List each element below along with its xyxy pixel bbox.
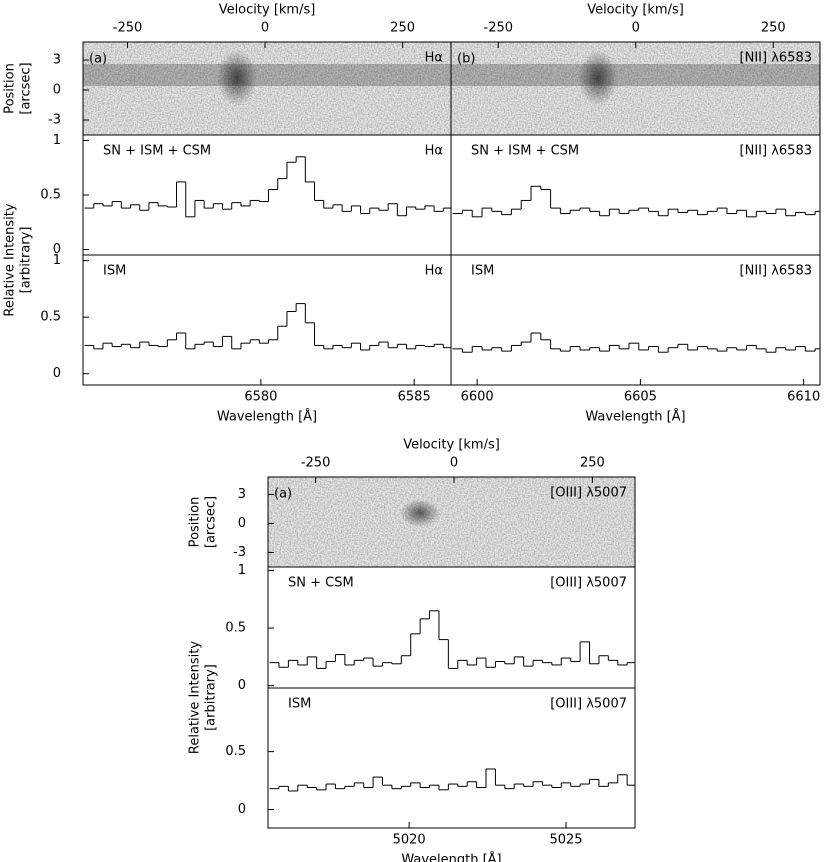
x-tick-label: 6580 xyxy=(244,390,277,405)
y-tick-label: 1 xyxy=(53,253,61,268)
continuum-band xyxy=(83,64,451,86)
panel-frame xyxy=(450,254,821,386)
y-tick-label: 0 xyxy=(53,366,61,381)
y-tick-label: 0 xyxy=(238,516,246,531)
y-axis-label: Position xyxy=(3,63,18,114)
line-label: [NII] λ6583 xyxy=(740,264,812,279)
line-label: [OIII] λ5007 xyxy=(550,576,627,591)
line-label: Hα xyxy=(425,144,443,159)
line-label: Hα xyxy=(425,51,443,66)
x-tick-label: 5025 xyxy=(549,833,582,848)
panel-label: (a) xyxy=(89,52,107,67)
y-axis-label: [arcsec] xyxy=(204,496,219,548)
region-label: SN + ISM + CSM xyxy=(471,144,579,159)
x2-tick-label: 250 xyxy=(580,456,605,471)
region-label: ISM xyxy=(288,697,311,712)
x2-tick-label: 250 xyxy=(761,21,786,36)
x2-tick-label: 0 xyxy=(261,21,269,36)
line-label: Hα xyxy=(425,264,443,279)
y-axis-label: [arbitrary] xyxy=(204,664,219,731)
y-tick-label: 0 xyxy=(53,242,61,257)
line-label: [NII] λ6583 xyxy=(740,51,812,66)
x2-tick-label: -250 xyxy=(301,456,331,471)
x2-tick-label: 0 xyxy=(450,456,458,471)
spectrum-image xyxy=(268,477,635,567)
y-tick-label: -3 xyxy=(233,545,246,560)
x2-axis-label: Velocity [km/s] xyxy=(403,438,500,453)
region-label: SN + ISM + CSM xyxy=(103,144,211,159)
x-tick-label: 6605 xyxy=(624,390,657,405)
y-tick-label: 0.5 xyxy=(225,621,246,636)
x2-tick-label: -250 xyxy=(113,21,143,36)
x-tick-label: 6585 xyxy=(398,390,431,405)
continuum-band xyxy=(451,64,820,86)
panel-label: (a) xyxy=(274,487,292,502)
y-tick-label: 1 xyxy=(53,133,61,148)
emission-blob xyxy=(400,499,440,527)
x2-tick-label: 0 xyxy=(632,21,640,36)
y-tick-label: 3 xyxy=(238,487,246,502)
x-tick-label: 6600 xyxy=(461,390,494,405)
panel-label: (b) xyxy=(457,52,475,67)
y-axis-label: Relative Intensity xyxy=(188,641,203,754)
y-tick-label: 3 xyxy=(53,53,61,68)
x2-axis-label: Velocity [km/s] xyxy=(587,3,684,18)
region-label: ISM xyxy=(471,264,494,279)
line-label: [NII] λ6583 xyxy=(740,144,812,159)
spectrum-image xyxy=(83,42,451,135)
y-tick-label: 0.5 xyxy=(40,188,61,203)
line-label: [OIII] λ5007 xyxy=(550,486,627,501)
x2-tick-label: 250 xyxy=(390,21,415,36)
y-tick-label: 1 xyxy=(238,563,246,578)
y-axis-label: [arbitrary] xyxy=(19,227,34,294)
emission-blob xyxy=(217,50,257,106)
x-axis-label: Wavelength [Å] xyxy=(585,409,685,425)
x-tick-label: 6610 xyxy=(787,390,820,405)
x2-tick-label: -250 xyxy=(484,21,514,36)
y-tick-label: 0.5 xyxy=(225,744,246,759)
emission-blob xyxy=(578,50,618,106)
region-label: SN + CSM xyxy=(288,576,354,591)
y-axis-label: Relative Intensity xyxy=(3,203,18,316)
line-label: [OIII] λ5007 xyxy=(550,697,627,712)
spectrum-image xyxy=(451,42,820,135)
y-tick-label: -3 xyxy=(48,113,61,128)
region-label: ISM xyxy=(103,264,126,279)
panel-frame xyxy=(82,254,452,386)
x-tick-label: 5020 xyxy=(393,833,426,848)
y-tick-label: 0 xyxy=(238,802,246,817)
y-tick-label: 0 xyxy=(238,678,246,693)
y-tick-label: 0 xyxy=(53,83,61,98)
x-axis-label: Wavelength [Å] xyxy=(217,409,317,425)
panel-frame xyxy=(267,687,636,829)
x-axis-label: Wavelength [Å] xyxy=(401,852,501,862)
y-axis-label: [arcsec] xyxy=(19,62,34,114)
x2-axis-label: Velocity [km/s] xyxy=(219,3,316,18)
y-axis-label: Position xyxy=(188,497,203,548)
y-tick-label: 0.5 xyxy=(40,310,61,325)
